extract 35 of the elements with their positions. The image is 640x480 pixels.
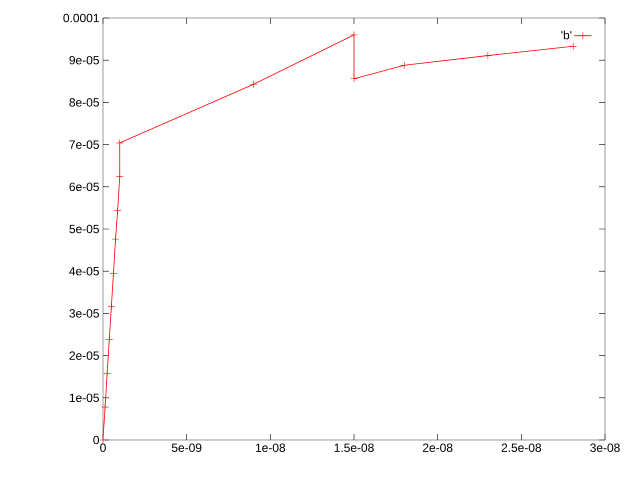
- point: [101, 403, 109, 411]
- point: [569, 42, 577, 50]
- y-tick-label: 0: [93, 436, 100, 444]
- x-tick-label: 2e-08: [422, 444, 452, 452]
- y-tick-label: 7e-05: [70, 140, 99, 149]
- point: [250, 80, 258, 88]
- point: [112, 235, 120, 243]
- x-tick-label: 1e-08: [256, 444, 286, 452]
- point: [116, 139, 124, 147]
- y-tick-label: 2e-05: [69, 351, 99, 360]
- point: [108, 302, 116, 310]
- point: [105, 336, 114, 344]
- point: [103, 370, 111, 378]
- x-tick-label: 2.5e-08: [502, 444, 542, 452]
- x-tick-label: 1.5e-08: [334, 444, 374, 452]
- legend-label: 'b': [561, 30, 572, 40]
- x-tick-label: 3e-08: [590, 444, 620, 452]
- x-tick-label: 5e-09: [172, 444, 202, 452]
- y-tick-label: 8e-05: [69, 98, 99, 107]
- y-tick-label: 6e-05: [70, 182, 99, 192]
- y-tick-label: 3e-05: [69, 309, 99, 318]
- point: [400, 61, 408, 70]
- point: [350, 74, 358, 83]
- y-tick-label: 0.0001: [63, 14, 99, 22]
- y-tick-label: 4e-05: [69, 266, 99, 276]
- point: [484, 52, 492, 60]
- point: [114, 206, 122, 214]
- point: [116, 172, 124, 180]
- point: [350, 31, 358, 39]
- point: [99, 436, 107, 444]
- y-tick-label: 5e-05: [69, 224, 99, 234]
- x-tick-label: 0: [100, 444, 106, 452]
- point: [110, 270, 118, 278]
- y-tick-label: 1e-05: [70, 394, 99, 402]
- y-tick-label: 9e-05: [69, 56, 99, 64]
